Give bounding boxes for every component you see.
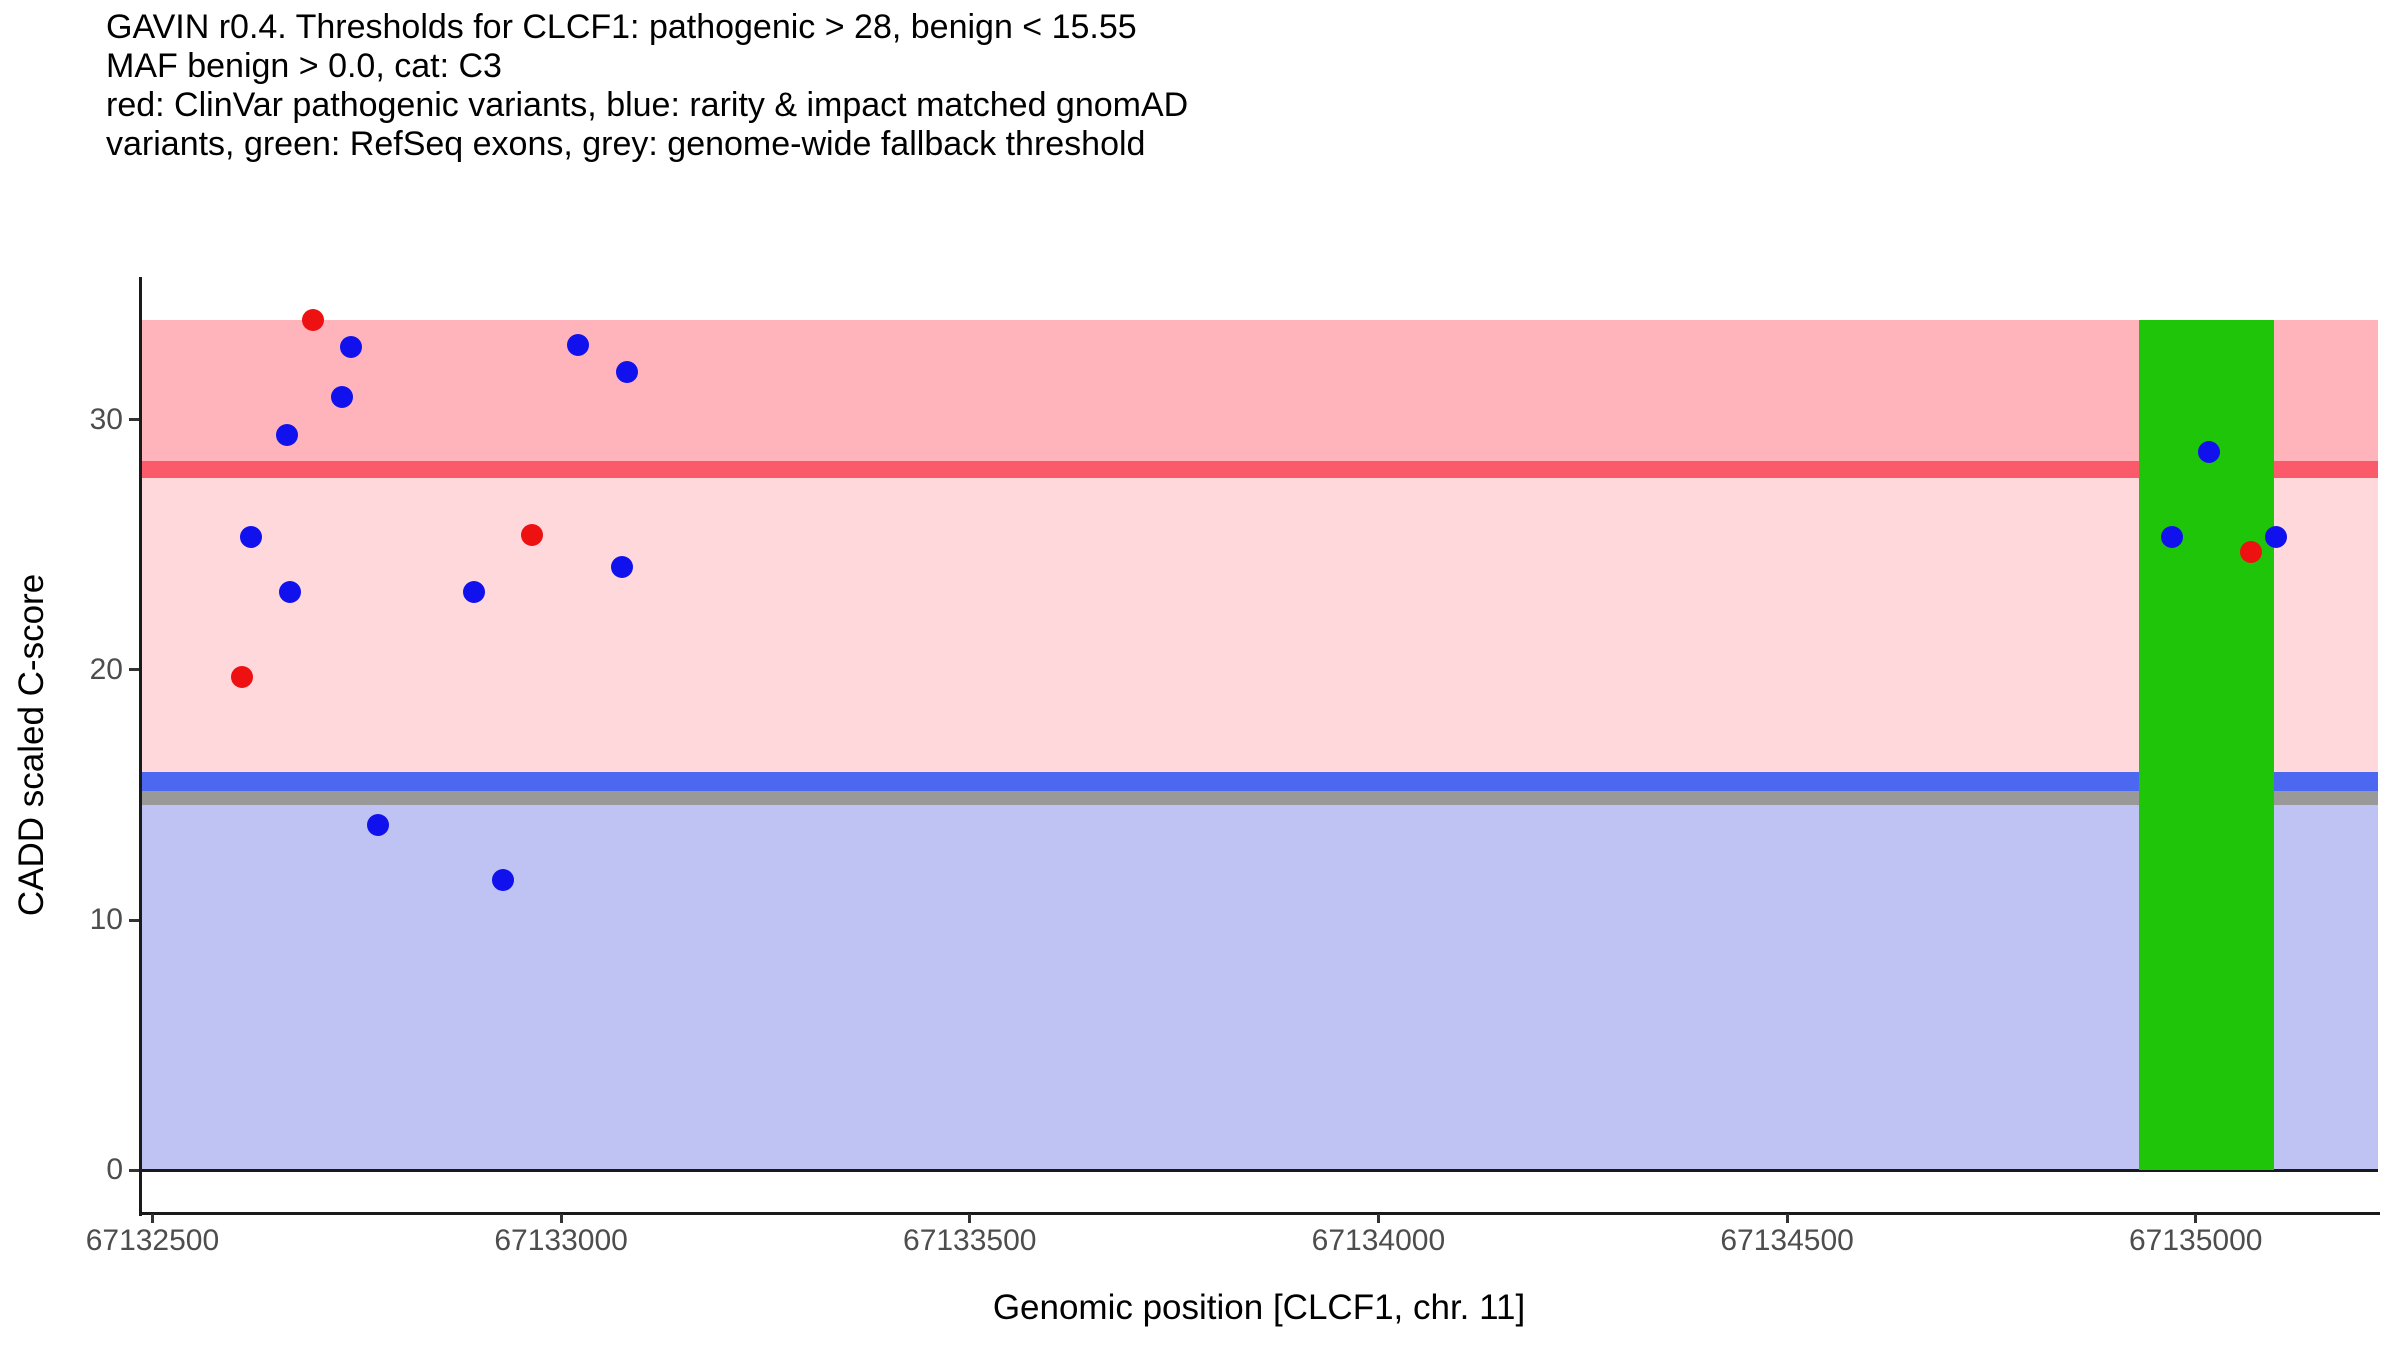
y-axis-title: CADD scaled C-score	[12, 573, 51, 917]
x-tick	[150, 1214, 154, 1223]
point-gnomad-matched-variant	[2264, 526, 2287, 549]
y-axis-line	[139, 277, 142, 1216]
point-gnomad-matched-variant	[463, 581, 486, 604]
point-gnomad-matched-variant	[240, 526, 263, 549]
x-tick-label: 67133000	[494, 1224, 628, 1257]
threshold-line-pathogenic	[141, 461, 2378, 479]
plot-title-line-1: GAVIN r0.4. Thresholds for CLCF1: pathog…	[106, 8, 1137, 46]
y-tick-label: 20	[89, 652, 123, 686]
plot-title-line-2: MAF benign > 0.0, cat: C3	[106, 47, 502, 85]
x-axis-title: Genomic position [CLCF1, chr. 11]	[992, 1288, 1526, 1327]
point-gnomad-matched-variant	[2161, 526, 2184, 549]
point-gnomad-matched-variant	[340, 336, 363, 359]
x-tick-label: 67135000	[2128, 1224, 2263, 1257]
x-tick-label: 67132500	[85, 1224, 220, 1257]
point-gnomad-matched-variant	[367, 814, 390, 837]
point-clinvar-pathogenic-variant	[521, 523, 544, 546]
plot-title-line-4: variants, green: RefSeq exons, grey: gen…	[106, 125, 1146, 163]
y-tick	[129, 418, 139, 422]
point-gnomad-matched-variant	[278, 581, 301, 604]
x-tick-label: 67133500	[903, 1224, 1037, 1257]
point-gnomad-matched-variant	[2197, 441, 2220, 464]
x-axis-line	[139, 1212, 2380, 1215]
band-benign-zone	[141, 781, 2378, 1171]
x-tick	[1785, 1214, 1789, 1223]
point-clinvar-pathogenic-variant	[2240, 541, 2263, 564]
x-tick	[2194, 1214, 2198, 1223]
threshold-line-genome-wide-fallback	[141, 790, 2378, 805]
x-tick	[968, 1214, 972, 1223]
x-tick	[1376, 1214, 1380, 1223]
y-tick	[129, 918, 139, 922]
y-tick-label: 0	[106, 1153, 123, 1187]
y-tick	[129, 1168, 139, 1172]
band-pathogenic-zone	[141, 319, 2378, 470]
point-gnomad-matched-variant	[331, 386, 354, 409]
zero-line	[141, 1168, 2378, 1172]
point-clinvar-pathogenic-variant	[231, 666, 254, 689]
plot-title: GAVIN r0.4. Thresholds for CLCF1: pathog…	[106, 8, 1188, 164]
x-tick-label: 67134500	[1720, 1224, 1854, 1257]
point-clinvar-pathogenic-variant	[301, 308, 324, 331]
point-gnomad-matched-variant	[611, 556, 634, 579]
x-tick	[559, 1214, 563, 1223]
y-tick	[129, 668, 139, 672]
x-tick-label: 67134000	[1311, 1224, 1446, 1257]
plot-title-line-3: red: ClinVar pathogenic variants, blue: …	[106, 86, 1189, 124]
point-gnomad-matched-variant	[492, 869, 515, 892]
point-gnomad-matched-variant	[567, 333, 590, 356]
point-gnomad-matched-variant	[276, 423, 299, 446]
point-gnomad-matched-variant	[616, 361, 639, 384]
y-tick-label: 30	[89, 402, 123, 436]
y-tick-label: 10	[89, 903, 123, 937]
threshold-line-benign	[141, 771, 2378, 791]
band-vus-zone	[141, 469, 2378, 782]
plot-panel	[141, 277, 2378, 1213]
